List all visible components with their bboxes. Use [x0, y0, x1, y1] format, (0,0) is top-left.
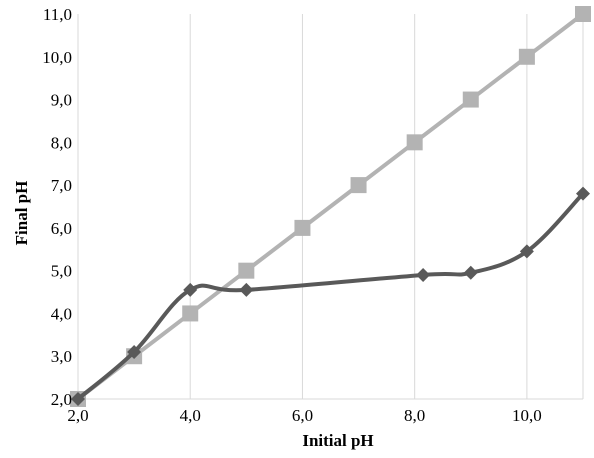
data-point-square: [406, 134, 423, 151]
data-point-square: [518, 48, 535, 65]
x-tick-label: 4,0: [180, 406, 201, 425]
y-axis-title: Final pH: [12, 181, 31, 246]
y-tick-label: 3,0: [51, 347, 72, 366]
series-1: [70, 6, 591, 407]
data-point-diamond: [127, 344, 142, 359]
x-tick-label: 6,0: [292, 406, 313, 425]
data-point-diamond: [71, 392, 85, 406]
data-point-diamond: [416, 267, 431, 282]
tick-labels: 2,0 4,0 6,0 8,0 10,0 2,0 3,0 4,0 5,0 6,0 7,0 8,0 9,0…: [42, 5, 542, 425]
y-tick-label: 9,0: [51, 91, 72, 110]
data-point-diamond: [576, 186, 590, 201]
y-tick-label: 6,0: [51, 219, 72, 238]
data-point-square: [294, 219, 311, 236]
series-1-line: [76, 12, 585, 401]
x-tick-label: 8,0: [404, 406, 425, 425]
data-point-square: [575, 6, 591, 22]
series-2: [71, 186, 590, 406]
data-point-diamond: [519, 244, 534, 259]
data-point-square: [238, 262, 255, 279]
x-axis-title: Initial pH: [302, 431, 373, 450]
data-point-square: [350, 177, 367, 194]
data-point-diamond: [463, 265, 478, 280]
data-point-square: [182, 305, 199, 322]
x-tick-label: 10,0: [512, 406, 542, 425]
y-tick-label: 8,0: [51, 133, 72, 152]
series-layer: [70, 6, 591, 407]
y-tick-label: 11,0: [43, 5, 72, 24]
y-tick-label: 7,0: [51, 176, 72, 195]
x-tick-label: 2,0: [67, 406, 88, 425]
y-tick-label: 5,0: [51, 262, 72, 281]
data-point-diamond: [239, 282, 254, 297]
data-point-square: [462, 91, 479, 108]
y-tick-label: 10,0: [42, 48, 72, 67]
y-tick-label: 2,0: [51, 390, 72, 409]
data-point-diamond: [183, 282, 198, 297]
axes: [77, 14, 583, 400]
series-2-line: [76, 191, 585, 401]
y-tick-label: 4,0: [51, 304, 72, 323]
